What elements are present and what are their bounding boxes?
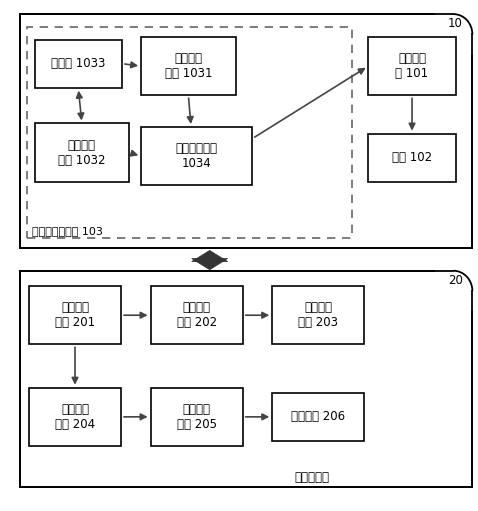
Text: 激光发射
装置 1031: 激光发射 装置 1031 bbox=[164, 52, 212, 80]
Text: 增频测相
单元 201: 增频测相 单元 201 bbox=[55, 301, 95, 329]
FancyBboxPatch shape bbox=[151, 388, 243, 446]
FancyBboxPatch shape bbox=[151, 286, 243, 344]
Text: 信号传输装置
1034: 信号传输装置 1034 bbox=[175, 142, 217, 170]
FancyBboxPatch shape bbox=[29, 388, 121, 446]
Text: 数据处理
单元 203: 数据处理 单元 203 bbox=[298, 301, 338, 329]
FancyBboxPatch shape bbox=[368, 37, 456, 96]
Text: 云计算中心: 云计算中心 bbox=[295, 471, 330, 484]
Text: 故障排查
单元 205: 故障排查 单元 205 bbox=[177, 403, 217, 431]
FancyBboxPatch shape bbox=[29, 286, 121, 344]
Bar bbox=[435, 9, 477, 55]
Text: 智能融合
单元 204: 智能融合 单元 204 bbox=[55, 403, 95, 431]
Text: 报警单元 206: 报警单元 206 bbox=[291, 410, 346, 423]
FancyBboxPatch shape bbox=[368, 133, 456, 182]
Text: 计时器 1033: 计时器 1033 bbox=[51, 57, 106, 70]
Text: 激光接收
装置 1032: 激光接收 装置 1032 bbox=[58, 138, 106, 167]
Text: 闸板 102: 闸板 102 bbox=[392, 151, 432, 164]
FancyBboxPatch shape bbox=[34, 123, 129, 182]
FancyBboxPatch shape bbox=[272, 286, 364, 344]
FancyBboxPatch shape bbox=[141, 37, 236, 96]
Text: 闸门启闭
机 101: 闸门启闭 机 101 bbox=[395, 52, 429, 80]
FancyBboxPatch shape bbox=[141, 127, 252, 185]
Text: 10: 10 bbox=[448, 17, 463, 30]
Text: 激光测距传感器 103: 激光测距传感器 103 bbox=[32, 226, 103, 236]
FancyBboxPatch shape bbox=[34, 39, 122, 88]
FancyBboxPatch shape bbox=[272, 393, 364, 441]
Bar bbox=[435, 266, 477, 311]
Polygon shape bbox=[192, 250, 228, 270]
Text: 20: 20 bbox=[448, 274, 463, 287]
Text: 距离测量
单元 202: 距离测量 单元 202 bbox=[176, 301, 217, 329]
